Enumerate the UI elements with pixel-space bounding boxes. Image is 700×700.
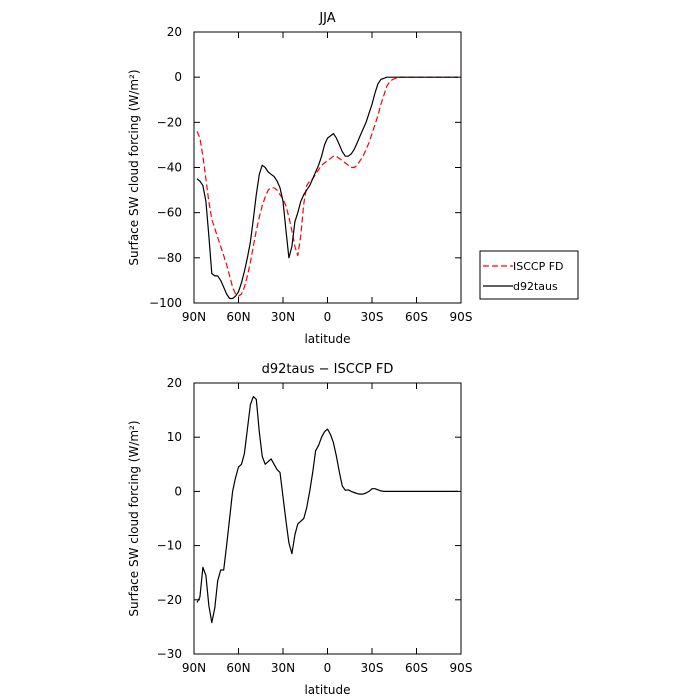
- plot-frame: [193, 382, 462, 655]
- y-tick-label: −10: [157, 539, 182, 553]
- y-tick-label: −40: [157, 161, 182, 175]
- x-tick-label: 90S: [450, 310, 473, 324]
- y-tick-label: −100: [149, 296, 182, 310]
- legend-entry: d92taus: [513, 280, 558, 293]
- plot-frame: [193, 31, 462, 304]
- series-line-isccp-fd: [196, 76, 458, 297]
- x-tick-label: 90N: [182, 661, 206, 675]
- x-tick-label: 60S: [405, 310, 428, 324]
- x-tick-label: 0: [324, 661, 332, 675]
- x-tick-label: 60N: [226, 310, 250, 324]
- y-tick-label: −30: [157, 647, 182, 661]
- legend: ISCCP FD d92taus: [479, 250, 579, 300]
- y-axis-title: Surface SW cloud forcing (W/m²): [127, 69, 141, 265]
- x-tick-label: 90S: [450, 661, 473, 675]
- y-tick-label: −60: [157, 206, 182, 220]
- series-line-series-0: [196, 396, 458, 624]
- x-tick-label: 90N: [182, 310, 206, 324]
- legend-box: [479, 250, 579, 300]
- x-axis-title: latitude: [304, 332, 350, 346]
- x-tick-label: 30S: [361, 310, 384, 324]
- x-tick-label: 60S: [405, 661, 428, 675]
- x-axis-title: latitude: [304, 683, 350, 697]
- x-tick-label: 30S: [361, 661, 384, 675]
- x-tick-label: 30N: [271, 661, 295, 675]
- panel-bottom: d92taus − ISCCP FD 90N 60N 30N 0 30S 60S 90S −30…: [127, 362, 472, 697]
- legend-entry: ISCCP FD: [513, 260, 564, 273]
- x-tick-label: 30N: [271, 310, 295, 324]
- y-tick-label: 20: [167, 25, 182, 39]
- x-tick-label: 0: [324, 310, 332, 324]
- chart-title: d92taus − ISCCP FD: [262, 362, 394, 377]
- y-tick-label: 0: [174, 484, 182, 498]
- y-axis-title: Surface SW cloud forcing (W/m²): [127, 420, 141, 616]
- y-tick-label: 0: [174, 70, 182, 84]
- y-tick-label: −20: [157, 593, 182, 607]
- y-tick-label: 20: [167, 376, 182, 390]
- chart-title: JJA: [318, 11, 335, 26]
- panel-top: JJA 90N 60N 30N 0 30S 60S 90S −100 −80 −60 −40 −20 0 2…: [127, 11, 579, 346]
- series-line-d92taus: [196, 76, 458, 300]
- x-tick-label: 60N: [226, 661, 250, 675]
- y-tick-label: −80: [157, 251, 182, 265]
- y-tick-label: −20: [157, 115, 182, 129]
- y-tick-label: 10: [167, 430, 182, 444]
